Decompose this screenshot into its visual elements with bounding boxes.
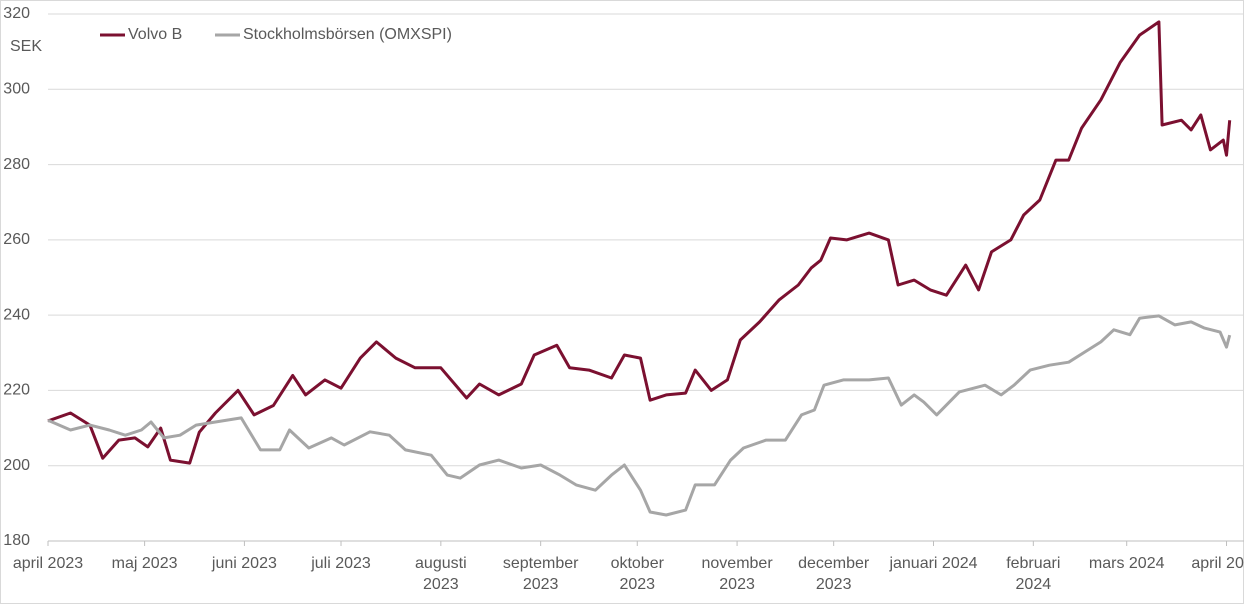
- y-unit-label: SEK: [10, 38, 42, 55]
- x-tick-label: augusti 2023: [415, 555, 467, 593]
- legend-label: Volvo B: [128, 26, 182, 43]
- y-tick-label: 180: [3, 532, 30, 549]
- y-tick-label: 280: [3, 156, 30, 173]
- y-tick-label: 220: [3, 382, 30, 399]
- x-tick-label: maj 2023: [111, 555, 178, 572]
- y-tick-label: 240: [3, 306, 30, 323]
- x-tick-label: juli 2023: [311, 555, 371, 572]
- x-tick-label: april 2024: [1191, 555, 1244, 572]
- x-tick-label: januari 2024: [889, 555, 978, 572]
- x-tick-label: november 2023: [701, 555, 773, 593]
- x-tick-label: oktober 2023: [610, 555, 664, 593]
- x-tick-label: februari 2024: [1006, 555, 1061, 593]
- y-tick-label: 260: [3, 231, 30, 248]
- series-line: [47, 20, 1232, 465]
- x-tick-label: september 2023: [502, 555, 579, 593]
- x-tick-label: mars 2024: [1088, 555, 1165, 572]
- y-tick-label: 300: [3, 81, 30, 98]
- x-tick-label: december 2023: [798, 555, 870, 593]
- x-tick-label: juni 2023: [211, 555, 277, 572]
- y-tick-label: 320: [3, 5, 30, 22]
- series-line: [47, 314, 1232, 517]
- x-tick-label: april 2023: [12, 555, 84, 572]
- legend-label: Stockholmsbörsen (OMXSPI): [243, 26, 452, 43]
- y-tick-label: 200: [3, 457, 30, 474]
